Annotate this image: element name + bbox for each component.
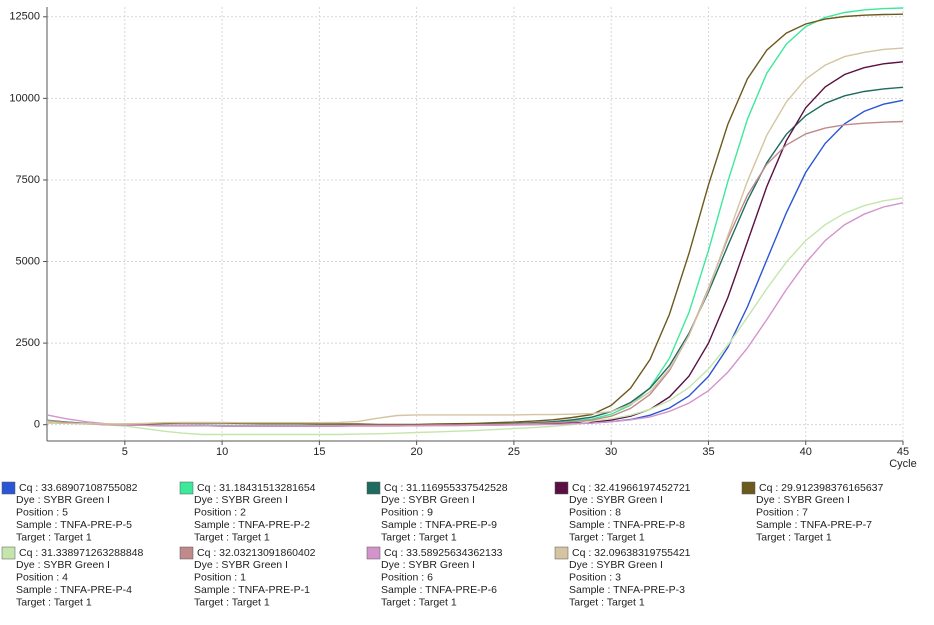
legend-sample: Sample : TNFA-PRE-P-8 bbox=[569, 519, 685, 531]
x-tick-label: 10 bbox=[216, 446, 228, 458]
legend-name: Cq : 32.03213091860402 bbox=[197, 547, 316, 559]
legend-swatch bbox=[741, 481, 756, 495]
legend-swatch bbox=[366, 546, 381, 560]
legend-position: Position : 3 bbox=[569, 572, 621, 584]
legend-sample: Sample : TNFA-PRE-P-4 bbox=[16, 584, 132, 596]
y-tick-label: 7500 bbox=[16, 174, 40, 186]
legend-target: Target : Target 1 bbox=[16, 531, 92, 543]
legend-name: Cq : 33.58925634362133 bbox=[384, 547, 503, 559]
y-tick-label: 5000 bbox=[16, 255, 40, 267]
legend-name: Cq : 31.338971263288848 bbox=[19, 547, 144, 559]
legend-sample: Sample : TNFA-PRE-P-3 bbox=[569, 584, 685, 596]
legend-swatch bbox=[179, 481, 194, 495]
legend-target: Target : Target 1 bbox=[194, 531, 270, 543]
legend-position: Position : 7 bbox=[756, 507, 808, 519]
legend-swatch bbox=[179, 546, 194, 560]
legend-sample: Sample : TNFA-PRE-P-1 bbox=[194, 584, 310, 596]
x-axis-label: Cycle bbox=[889, 458, 917, 470]
series-line bbox=[46, 197, 904, 436]
series-line bbox=[46, 47, 904, 425]
legend-dye: Dye : SYBR Green I bbox=[569, 494, 663, 506]
legend-sample: Sample : TNFA-PRE-P-6 bbox=[381, 584, 497, 596]
x-tick-label: 15 bbox=[313, 446, 325, 458]
legend-dye: Dye : SYBR Green I bbox=[16, 559, 110, 571]
legend-swatch bbox=[554, 546, 569, 560]
legend-dye: Dye : SYBR Green I bbox=[16, 494, 110, 506]
legend-name: Cq : 31.116955337542528 bbox=[384, 482, 508, 494]
legend-name: Cq : 33.68907108755082 bbox=[19, 482, 138, 494]
x-tick-label: 25 bbox=[508, 446, 520, 458]
y-tick-label: 2500 bbox=[16, 337, 40, 349]
legend-name: Cq : 32.41966197452721 bbox=[572, 482, 691, 494]
series-line bbox=[46, 13, 904, 426]
legend-target: Target : Target 1 bbox=[569, 531, 645, 543]
series-line bbox=[46, 61, 904, 427]
legend-position: Position : 6 bbox=[381, 572, 433, 584]
legend-position: Position : 9 bbox=[381, 507, 433, 519]
legend-dye: Dye : SYBR Green I bbox=[756, 494, 850, 506]
legend-position: Position : 2 bbox=[194, 507, 246, 519]
legend-target: Target : Target 1 bbox=[756, 531, 832, 543]
legend-name: Cq : 32.09638319755421 bbox=[572, 547, 691, 559]
legend-target: Target : Target 1 bbox=[381, 596, 457, 608]
y-tick-label: 12500 bbox=[9, 11, 40, 23]
legend-dye: Dye : SYBR Green I bbox=[381, 559, 475, 571]
series-line bbox=[46, 99, 904, 427]
legend-position: Position : 8 bbox=[569, 507, 621, 519]
legend-dye: Dye : SYBR Green I bbox=[194, 494, 288, 506]
y-tick-label: 10000 bbox=[9, 92, 40, 104]
legend-target: Target : Target 1 bbox=[194, 596, 270, 608]
legend-target: Target : Target 1 bbox=[381, 531, 457, 543]
x-tick-label: 35 bbox=[702, 446, 714, 458]
legend-position: Position : 5 bbox=[16, 507, 68, 519]
legend-sample: Sample : TNFA-PRE-P-7 bbox=[756, 519, 872, 531]
legend-swatch bbox=[366, 481, 381, 495]
legend-dye: Dye : SYBR Green I bbox=[381, 494, 475, 506]
x-tick-label: 40 bbox=[800, 446, 812, 458]
series-line bbox=[46, 7, 904, 426]
legend-sample: Sample : TNFA-PRE-P-2 bbox=[194, 519, 310, 531]
legend-dye: Dye : SYBR Green I bbox=[194, 559, 288, 571]
legend-dye: Dye : SYBR Green I bbox=[569, 559, 663, 571]
legend-sample: Sample : TNFA-PRE-P-9 bbox=[381, 519, 497, 531]
series-line bbox=[46, 202, 904, 427]
legend-target: Target : Target 1 bbox=[16, 596, 92, 608]
x-tick-label: 5 bbox=[122, 446, 128, 458]
y-tick-label: 0 bbox=[34, 419, 40, 431]
legend-target: Target : Target 1 bbox=[569, 596, 645, 608]
x-tick-label: 45 bbox=[897, 446, 909, 458]
legend-position: Position : 1 bbox=[194, 572, 246, 584]
legend-position: Position : 4 bbox=[16, 572, 68, 584]
legend-swatch bbox=[554, 481, 569, 495]
legend-name: Cq : 31.18431513281654 bbox=[197, 482, 316, 494]
x-tick-label: 30 bbox=[605, 446, 617, 458]
x-tick-label: 20 bbox=[411, 446, 423, 458]
legend-name: Cq : 29.912398376165637 bbox=[759, 482, 884, 494]
legend-sample: Sample : TNFA-PRE-P-5 bbox=[16, 519, 132, 531]
legend-swatch bbox=[1, 481, 16, 495]
legend-swatch bbox=[1, 546, 16, 560]
series-line bbox=[46, 86, 904, 427]
